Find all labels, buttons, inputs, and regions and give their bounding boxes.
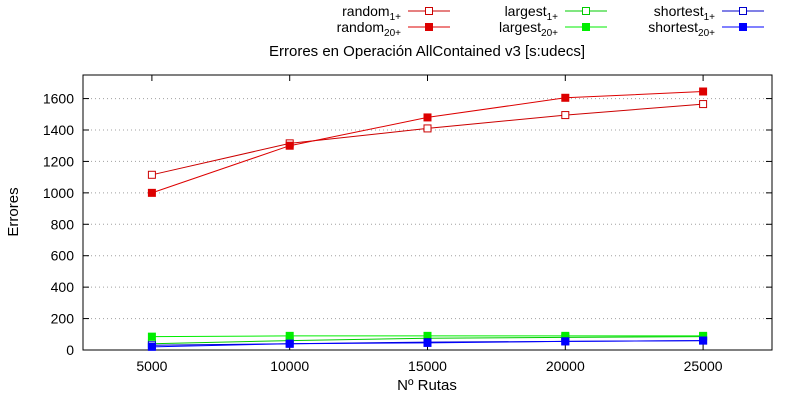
series-group	[147, 87, 708, 351]
data-point-random-1plus	[423, 124, 432, 133]
data-point-random-20plus	[147, 188, 156, 197]
y-tick-label: 400	[51, 279, 75, 295]
legend-marker	[739, 7, 747, 15]
series-random-1plus	[147, 100, 708, 179]
data-point-random-20plus	[699, 87, 708, 96]
legend-label: shortest1+	[654, 3, 715, 23]
data-point-shortest-20plus	[423, 338, 432, 347]
axes: 0 200 400 600 800 1000 1200 1400 1600 5000 10000 15…	[43, 75, 772, 374]
x-tick-label: 25000	[684, 358, 723, 374]
data-point-random-1plus	[561, 111, 570, 120]
y-tick-label: 1200	[43, 153, 74, 169]
legend-entry-largest-1plus: largest1+	[505, 3, 607, 23]
legend-label: random20+	[337, 19, 402, 39]
legend-marker	[425, 7, 433, 15]
legend-entry-largest-20plus: largest20+	[499, 19, 607, 39]
data-point-shortest-20plus	[561, 337, 570, 346]
series-random-20plus	[147, 87, 708, 197]
x-axis-label: Nº Rutas	[397, 377, 457, 394]
y-tick-label: 1400	[43, 122, 74, 138]
legend: random1+random20+ largest1+largest20+ shor…	[337, 3, 764, 39]
data-point-largest-20plus	[147, 332, 156, 341]
data-point-shortest-20plus	[699, 336, 708, 345]
data-point-random-20plus	[285, 141, 294, 150]
y-tick-label: 600	[51, 248, 75, 264]
legend-marker	[739, 23, 747, 31]
legend-label: largest1+	[505, 3, 559, 23]
legend-entry-random-20plus: random20+	[337, 19, 450, 39]
data-point-random-1plus	[147, 170, 156, 179]
legend-label: random1+	[342, 3, 401, 23]
legend-marker	[425, 23, 433, 31]
chart-title: Errores en Operación AllContained v3 [s:…	[269, 43, 585, 60]
y-tick-label: 1000	[43, 185, 74, 201]
data-point-shortest-20plus	[285, 339, 294, 348]
y-tick-label: 0	[66, 342, 74, 358]
data-point-shortest-20plus	[147, 342, 156, 351]
data-point-random-20plus	[423, 113, 432, 122]
y-axis-label: Errores	[5, 187, 22, 236]
data-point-random-20plus	[561, 93, 570, 102]
legend-entry-random-1plus: random1+	[342, 3, 450, 23]
y-tick-label: 1600	[43, 91, 74, 107]
x-tick-label: 5000	[136, 358, 167, 374]
data-point-largest-20plus	[285, 331, 294, 340]
series-line-random-20plus	[151, 91, 704, 194]
series-shortest-20plus	[147, 336, 708, 351]
x-tick-label: 10000	[270, 358, 309, 374]
data-point-random-1plus	[699, 100, 708, 109]
x-tick-label: 20000	[546, 358, 585, 374]
legend-label: largest20+	[499, 19, 558, 39]
y-tick-label: 200	[51, 311, 75, 327]
x-tick-label: 15000	[408, 358, 447, 374]
legend-entry-shortest-20plus: shortest20+	[648, 19, 764, 39]
y-tick-label: 800	[51, 216, 75, 232]
legend-marker	[582, 7, 590, 15]
legend-entry-shortest-1plus: shortest1+	[654, 3, 764, 23]
legend-marker	[582, 23, 590, 31]
legend-label: shortest20+	[648, 19, 715, 39]
